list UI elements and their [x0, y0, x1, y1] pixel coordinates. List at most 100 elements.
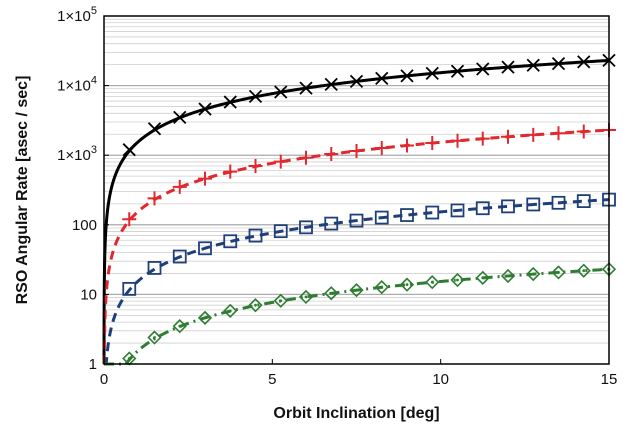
plus-marker [324, 147, 339, 162]
square-marker [299, 220, 313, 235]
diamond-marker [349, 283, 364, 298]
diamond-marker [197, 310, 213, 326]
plus-marker [223, 164, 238, 179]
diamond-dot [355, 288, 358, 292]
diamond-dot [405, 283, 409, 287]
square-marker [475, 201, 490, 216]
plus-marker [172, 179, 187, 194]
x-marker [248, 89, 263, 104]
plus-marker [551, 126, 566, 141]
x-marker [551, 56, 566, 71]
square-marker [551, 195, 566, 210]
x-marker [173, 110, 187, 124]
x-tick-label: 5 [268, 371, 276, 388]
diamond-marker [425, 275, 440, 290]
y-tick-label: 1×103 [57, 144, 97, 164]
diamond-marker [551, 265, 566, 280]
x-marker [425, 66, 439, 80]
plus-marker [450, 133, 465, 148]
plot-frame [103, 15, 610, 365]
plus-marker [374, 140, 389, 155]
diamond-marker [374, 280, 389, 295]
x-axis-title: Orbit Inclination [deg] [273, 405, 439, 422]
diamond-marker [576, 263, 591, 278]
x-marker [501, 60, 515, 74]
square-marker [172, 249, 187, 264]
series-group [102, 123, 616, 366]
plus-marker [576, 124, 591, 139]
y-axis-ticks: 1 10 100 1×103 1×104 1×105 [57, 5, 109, 373]
x-marker [476, 62, 490, 76]
diamond-dot [557, 271, 560, 274]
diamond-marker [172, 319, 187, 334]
diamond-marker [223, 303, 238, 318]
diamond-dot [153, 336, 156, 339]
square-marker [198, 241, 212, 256]
series-line [102, 128, 610, 366]
diamond-dot [481, 276, 485, 280]
square-marker [374, 210, 389, 225]
series-layer [102, 53, 617, 366]
diamond-dot [203, 316, 207, 320]
x-marker [274, 85, 288, 99]
series-line [104, 198, 610, 366]
square-marker [223, 234, 238, 249]
series-group [104, 192, 616, 366]
square-marker [576, 194, 591, 209]
diamond-marker [475, 270, 490, 285]
plus-marker [248, 158, 263, 173]
diamond-dot [127, 357, 131, 360]
diamond-marker [450, 272, 465, 288]
square-marker [526, 197, 541, 212]
diamond-dot [228, 309, 232, 313]
y-tick-label: 100 [72, 217, 97, 234]
diamond-dot [178, 324, 182, 328]
series-group [102, 53, 616, 366]
square-marker [324, 216, 339, 231]
x-marker [450, 64, 465, 78]
diamond-dot [582, 269, 586, 273]
x-tick-label: 15 [601, 371, 618, 388]
diamond-dot [456, 278, 459, 282]
square-marker [400, 208, 414, 222]
x-marker [400, 69, 414, 83]
diamond-dot [304, 295, 308, 299]
x-tick-label: 10 [432, 371, 449, 388]
diamond-marker [324, 286, 339, 301]
x-marker [324, 77, 338, 92]
plus-marker [400, 138, 414, 153]
plus-marker [526, 127, 541, 142]
diamond-marker [248, 298, 263, 313]
plus-marker [122, 212, 137, 227]
series-line [102, 58, 610, 366]
square-marker [425, 205, 440, 220]
square-marker [147, 261, 162, 275]
plus-marker [501, 129, 515, 144]
x-marker [122, 143, 136, 157]
y-tick-label: 1 [89, 356, 97, 373]
square-marker [273, 224, 288, 239]
diamond-marker [273, 293, 288, 308]
x-marker [349, 74, 364, 89]
diamond-dot [254, 303, 257, 307]
x-marker [147, 122, 162, 136]
x-axis-ticks: 0 5 10 15 [100, 359, 618, 388]
diamond-marker [500, 268, 516, 284]
plus-marker [273, 154, 288, 169]
plus-marker [299, 150, 313, 165]
diamond-dot [329, 291, 333, 295]
x-marker [526, 58, 540, 72]
x-marker [299, 81, 313, 95]
plus-marker [147, 191, 162, 206]
x-marker [223, 95, 237, 109]
diamond-dot [380, 285, 384, 289]
diamond-dot [430, 280, 434, 284]
diamond-dot [279, 299, 283, 303]
diamond-marker [399, 277, 415, 292]
diamond-marker [298, 289, 314, 305]
y-tick-label: 1×104 [57, 75, 97, 95]
plus-marker [425, 135, 440, 150]
square-marker [450, 203, 465, 218]
plus-marker [349, 143, 364, 158]
